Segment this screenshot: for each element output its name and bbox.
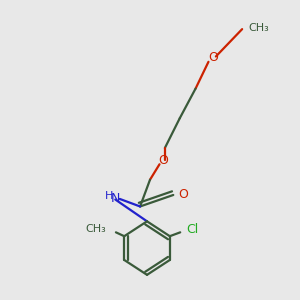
- Text: Cl: Cl: [186, 224, 198, 236]
- Text: H: H: [105, 191, 113, 201]
- Text: O: O: [178, 188, 188, 201]
- Text: O: O: [158, 154, 168, 167]
- Text: CH₃: CH₃: [85, 224, 106, 234]
- Text: N: N: [111, 192, 121, 206]
- Text: O: O: [208, 51, 218, 64]
- Text: CH₃: CH₃: [248, 22, 269, 33]
